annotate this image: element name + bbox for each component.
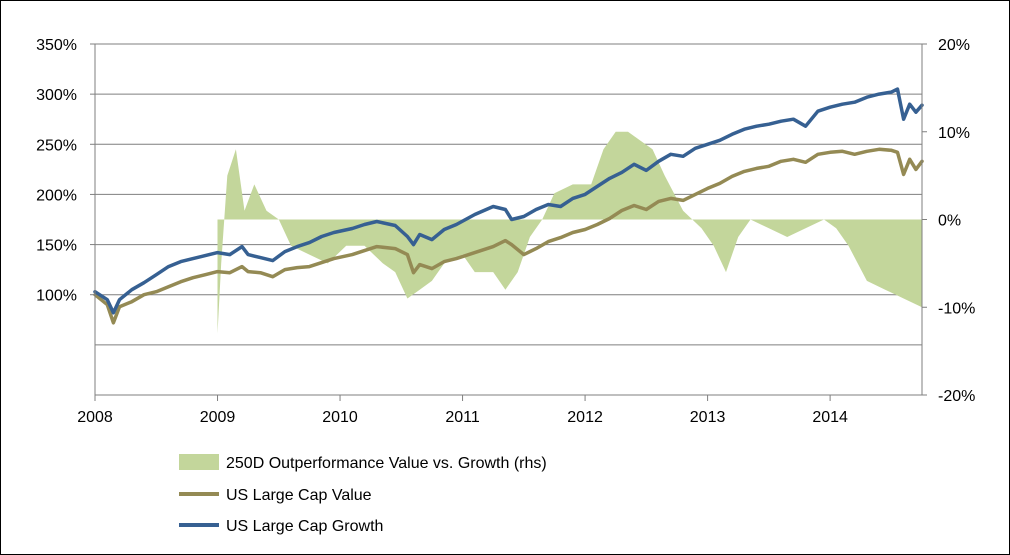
right-axis-ticks: -20% -10% 0% 10% 20% (922, 37, 975, 405)
x-tick-label: 2010 (322, 409, 358, 426)
legend-item-growth: US Large Cap Growth (179, 518, 383, 535)
legend-item-outperformance: 250D Outperformance Value vs. Growth (rh… (179, 454, 547, 472)
right-tick-label: 0% (938, 213, 961, 230)
legend-swatch (179, 454, 219, 470)
series-area-outperformance (217, 131, 922, 334)
x-tick-label: 2013 (690, 409, 726, 426)
series-line-growth (93, 87, 924, 315)
right-tick-label: 20% (938, 37, 970, 54)
x-tick-label: 2009 (200, 409, 236, 426)
left-tick-label: 150% (36, 238, 77, 255)
left-tick-label: 300% (36, 87, 77, 104)
left-tick-label: 250% (36, 137, 77, 154)
left-tick-label: 100% (36, 288, 77, 305)
legend-label: US Large Cap Growth (226, 518, 383, 535)
x-tick-label: 2014 (812, 409, 848, 426)
legend: 250D Outperformance Value vs. Growth (rh… (179, 454, 547, 535)
left-axis-ticks: 100% 150% 200% 250% 300% 350% (36, 37, 95, 305)
left-tick-label: 200% (36, 187, 77, 204)
x-tick-label: 2012 (567, 409, 603, 426)
right-tick-label: -20% (938, 388, 975, 405)
legend-label: US Large Cap Value (226, 487, 372, 504)
x-tick-label: 2011 (445, 409, 480, 426)
series-line-value (93, 147, 924, 325)
area-layer (217, 131, 922, 334)
legend-label: 250D Outperformance Value vs. Growth (rh… (226, 455, 547, 472)
right-tick-label: 10% (938, 125, 970, 142)
right-tick-label: -10% (938, 300, 975, 317)
line-layer (93, 87, 924, 325)
left-tick-label: 350% (36, 37, 77, 54)
x-tick-label: 2008 (77, 409, 113, 426)
legend-item-value: US Large Cap Value (179, 487, 372, 504)
x-axis-ticks: 2008 2009 2010 2011 2012 2013 2014 (77, 395, 848, 426)
